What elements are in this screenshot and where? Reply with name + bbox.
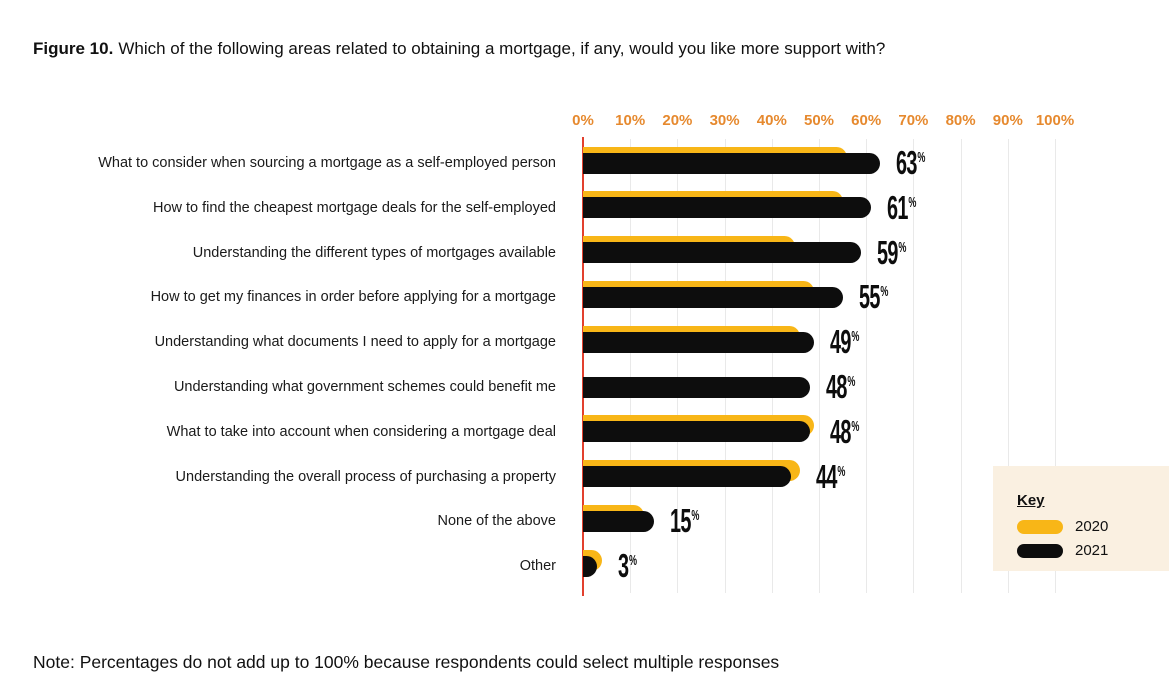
percent-sign: % (846, 373, 855, 390)
x-tick-label: 90% (992, 112, 1023, 129)
value-number: 61 (886, 188, 908, 226)
x-tick-label: 10% (615, 112, 646, 129)
gridline (1055, 139, 1056, 593)
value-label: 44% (816, 457, 846, 501)
value-number: 3 (617, 547, 629, 585)
value-number: 48 (830, 412, 852, 450)
value-number: 55 (858, 278, 880, 316)
gridline (724, 139, 726, 593)
x-tick-label: 80% (945, 112, 976, 129)
value-number: 48 (825, 368, 847, 405)
value-number: 44 (816, 457, 837, 495)
category-label: Understanding the different types of mor… (192, 244, 556, 261)
category-label: Understanding the overall process of pur… (175, 468, 556, 485)
bar-2021 (583, 197, 871, 219)
bar-2021 (583, 510, 654, 532)
zero-axis-line (582, 137, 584, 596)
bar-2021 (583, 286, 843, 308)
legend-swatch-2020-icon (1017, 519, 1063, 534)
category-label: Other (519, 558, 556, 575)
bar-2021 (583, 331, 815, 353)
category-label: Understanding what government schemes co… (173, 379, 556, 395)
percent-sign: % (908, 193, 917, 211)
x-tick-label: 40% (756, 112, 787, 129)
x-tick-label: 60% (851, 112, 882, 129)
footnote: Note: Percentages do not add up to 100% … (33, 652, 780, 672)
x-tick-label: 30% (709, 112, 740, 129)
percent-sign: % (628, 552, 637, 570)
value-label: 59% (877, 233, 907, 277)
category-label: How to find the cheapest mortgage deals … (152, 199, 556, 216)
percent-sign: % (898, 238, 907, 256)
category-label: How to get my finances in order before a… (150, 289, 556, 306)
bar-2021 (583, 152, 881, 174)
gridline (913, 139, 915, 593)
percent-sign: % (917, 149, 926, 166)
figure-question: Which of the following areas related to … (118, 39, 886, 58)
category-label: What to consider when sourcing a mortgag… (98, 155, 556, 171)
legend-item-2020: 2020 (1017, 518, 1169, 535)
value-label: 61% (886, 188, 917, 232)
bar-2021 (583, 555, 598, 577)
gridline (771, 139, 773, 593)
figure-label: Figure 10. (33, 39, 114, 58)
bar-2021 (583, 376, 810, 398)
percent-sign: % (851, 328, 860, 346)
value-label: 55% (859, 280, 888, 321)
value-number: 59 (877, 233, 899, 271)
value-number: 63 (896, 144, 918, 181)
figure-title: Figure 10. Which of the following areas r… (33, 39, 885, 59)
gridline (819, 139, 820, 593)
category-label: Understanding what documents I need to a… (154, 334, 556, 351)
value-number: 15 (669, 502, 691, 540)
value-number: 49 (830, 323, 852, 361)
legend-label-2020: 2020 (1075, 518, 1109, 535)
gridline (866, 139, 868, 593)
x-tick-label: 20% (662, 112, 693, 129)
category-label: None of the above (437, 513, 556, 530)
legend-swatch-2021-icon (1017, 543, 1063, 558)
legend-item-2021: 2021 (1017, 542, 1169, 559)
percent-sign: % (837, 462, 846, 480)
x-tick-label: 70% (898, 112, 929, 129)
bar-2021 (583, 421, 810, 443)
gridline (677, 139, 679, 593)
gridline (630, 139, 632, 593)
category-label: What to take into account when consideri… (166, 423, 556, 440)
legend: Key 2020 2021 (993, 466, 1169, 571)
value-label: 49% (830, 325, 859, 366)
percent-sign: % (880, 283, 889, 301)
bar-2021 (583, 466, 791, 488)
percent-sign: % (851, 417, 860, 435)
gridline (960, 139, 962, 593)
legend-title: Key (1017, 492, 1045, 509)
x-tick-label: 100% (1035, 112, 1075, 129)
gridline (1007, 139, 1009, 593)
value-label: 63% (896, 146, 925, 187)
value-label: 48% (830, 412, 860, 456)
legend-label-2021: 2021 (1075, 542, 1109, 559)
value-label: 48% (826, 370, 855, 411)
value-label: 3% (618, 549, 637, 590)
bar-2021 (583, 242, 862, 264)
x-tick-label: 50% (803, 112, 835, 129)
percent-sign: % (691, 507, 700, 525)
value-label: 15% (670, 504, 699, 545)
x-tick-label: 0% (572, 112, 594, 129)
